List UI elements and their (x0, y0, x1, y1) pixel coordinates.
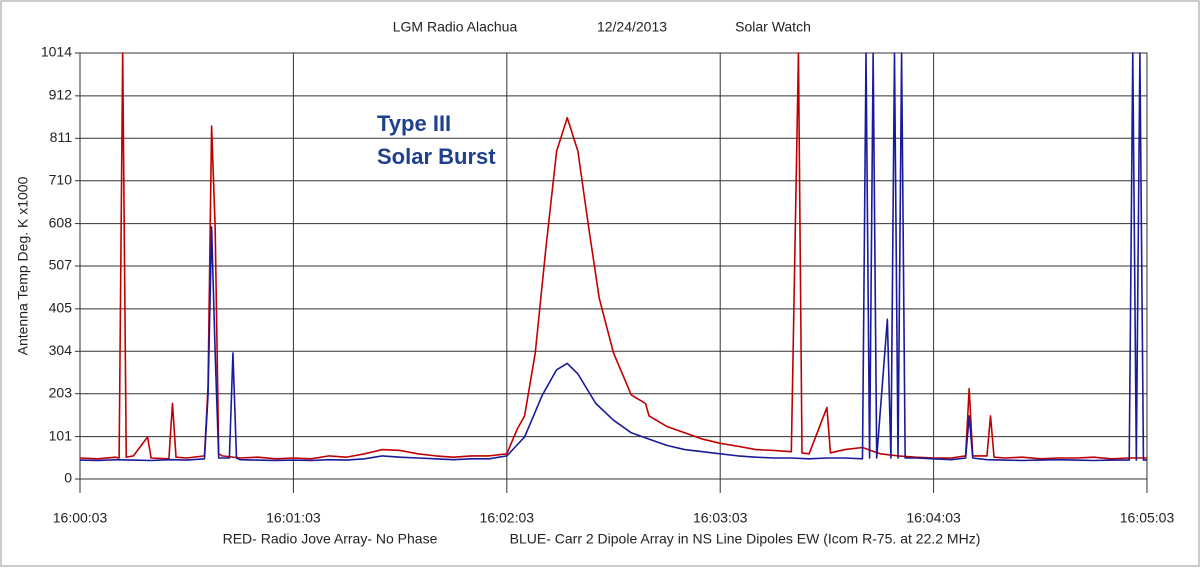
series-line (79, 52, 1147, 462)
y-tick-label: 1014 (41, 44, 72, 60)
y-tick-label: 405 (49, 300, 73, 316)
x-tick-label: 16:03:03 (693, 510, 748, 526)
y-tick-label: 0 (64, 470, 72, 486)
plot-area (79, 52, 1148, 480)
x-tick-label: 16:04:03 (906, 510, 961, 526)
x-tick-label: 16:00:03 (53, 510, 108, 526)
chart-date: 12/24/2013 (597, 19, 667, 35)
chart-subtitle: Solar Watch (735, 19, 811, 35)
y-tick-label: 101 (49, 427, 73, 443)
y-tick-label: 507 (49, 257, 73, 273)
y-tick-label: 304 (49, 342, 73, 358)
x-tick-label: 16:02:03 (480, 510, 535, 526)
chart-title: LGM Radio Alachua (393, 19, 518, 35)
legend-entry: RED- Radio Jove Array- No Phase (223, 531, 438, 547)
y-tick-label: 710 (49, 171, 73, 187)
x-tick-label: 16:05:03 (1120, 510, 1175, 526)
annotation: Solar Burst (377, 144, 496, 169)
y-tick-label: 608 (49, 214, 73, 230)
x-tick-label: 16:01:03 (266, 510, 321, 526)
legend-entry: BLUE- Carr 2 Dipole Array in NS Line Dip… (510, 531, 981, 547)
y-tick-label: 811 (50, 129, 73, 145)
y-tick-label: 203 (49, 384, 73, 400)
y-axis-label: Antenna Temp Deg. K x1000 (15, 176, 31, 355)
y-tick-label: 912 (49, 87, 73, 103)
annotation: Type III (377, 111, 451, 136)
